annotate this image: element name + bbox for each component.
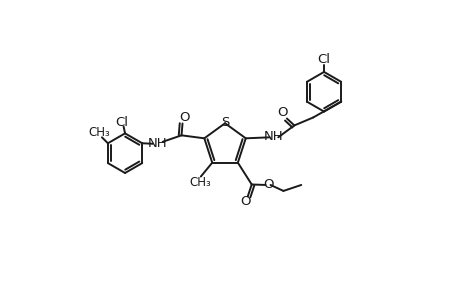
Text: S: S [220, 116, 229, 129]
Text: CH₃: CH₃ [89, 126, 110, 140]
Text: Cl: Cl [115, 116, 128, 129]
Text: O: O [240, 195, 251, 208]
Text: O: O [277, 106, 287, 118]
Text: NH: NH [148, 137, 167, 150]
Text: Cl: Cl [317, 53, 330, 66]
Text: O: O [262, 178, 273, 191]
Text: NH: NH [263, 130, 283, 143]
Text: CH₃: CH₃ [189, 176, 210, 190]
Text: O: O [179, 110, 189, 124]
